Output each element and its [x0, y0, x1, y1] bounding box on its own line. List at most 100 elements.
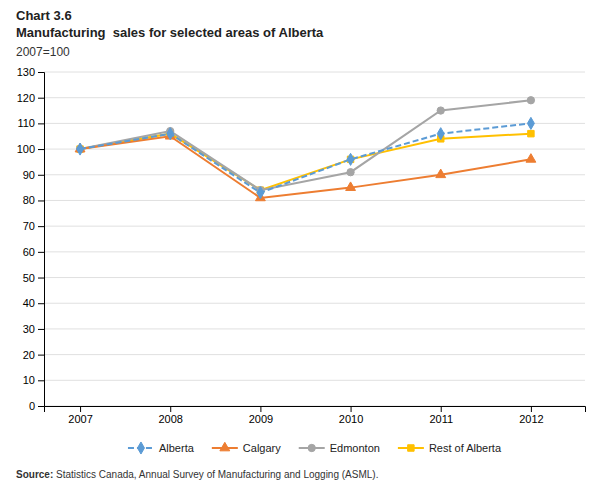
y-axis-line: [38, 73, 45, 407]
y-tick-label: 70: [23, 220, 35, 232]
x-tick-mark: [170, 406, 171, 412]
y-tick-label: 90: [23, 169, 35, 181]
y-tick-mark: [38, 329, 44, 330]
legend-marker: [220, 442, 230, 451]
series-marker: [436, 169, 446, 178]
y-tick-mark: [38, 175, 44, 176]
x-tick-label: 2011: [429, 413, 453, 425]
series-group: [75, 97, 536, 201]
series-marker: [527, 97, 534, 104]
x-tick-label: 2010: [339, 413, 363, 425]
y-tick-mark: [38, 380, 44, 381]
y-tick-mark: [38, 406, 44, 407]
y-tick-label: 20: [23, 349, 35, 361]
y-tick: 90: [23, 169, 44, 181]
x-tick: 2012: [519, 406, 543, 425]
x-tick: 2009: [249, 406, 273, 425]
y-tick: 70: [23, 220, 44, 232]
legend-label: Alberta: [159, 442, 195, 454]
series-line: [80, 136, 531, 198]
y-tick-mark: [38, 200, 44, 201]
legend-marker: [137, 442, 144, 454]
x-tick-mark: [441, 406, 442, 412]
x-tick: 2011: [429, 406, 453, 425]
series-line: [80, 123, 531, 192]
series: [75, 131, 536, 201]
grid-line: [44, 200, 585, 201]
grid-line: [44, 303, 585, 304]
y-tick-mark: [38, 252, 44, 253]
legend-item: Alberta: [128, 442, 195, 454]
grid-line: [44, 251, 585, 252]
series-marker: [257, 187, 264, 199]
grid-line: [44, 277, 585, 278]
y-tick-mark: [38, 123, 44, 124]
series-marker: [77, 143, 84, 155]
x-tick: 2008: [158, 406, 182, 425]
y-tick-label: 120: [17, 92, 35, 104]
grid-line: [44, 328, 585, 329]
grid-line: [44, 97, 585, 98]
chart-svg: Chart 3.6Manufacturing sales for selecte…: [0, 0, 605, 492]
y-tick: 80: [23, 194, 44, 206]
grid-line: [44, 149, 585, 150]
x-tick-mark: [351, 406, 352, 412]
series-marker: [167, 128, 174, 140]
plot-area: 2007 2008 2009 2010 2011 2012 0 10 20 30 40 50 60 70 8…: [17, 66, 586, 425]
legend-item: Rest of Alberta: [398, 442, 502, 454]
y-tick-mark: [38, 149, 44, 150]
series-marker: [437, 128, 444, 140]
y-tick-label: 110: [17, 117, 35, 129]
subtitle: 2007=100: [16, 45, 70, 59]
x-tick-mark: [80, 406, 81, 412]
y-tick: 50: [23, 272, 44, 284]
grid-line: [44, 174, 585, 175]
y-tick-label: 0: [29, 400, 35, 412]
grid-line: [44, 72, 585, 73]
y-tick-label: 50: [23, 272, 35, 284]
legend-item: Edmonton: [299, 442, 380, 454]
legend-label: Calgary: [243, 442, 281, 454]
y-tick-mark: [38, 72, 44, 73]
y-tick-label: 40: [23, 297, 35, 309]
legend-marker: [308, 444, 315, 451]
y-tick-mark: [38, 278, 44, 279]
y-tick: 100: [17, 143, 44, 155]
y-tick-mark: [38, 98, 44, 99]
grid-line: [44, 226, 585, 227]
x-tick: 2007: [68, 406, 92, 425]
y-tick-mark: [38, 303, 44, 304]
grid-line: [44, 123, 585, 124]
y-tick: 60: [23, 246, 44, 258]
series-marker: [347, 169, 354, 176]
series-marker: [437, 107, 444, 114]
y-tick: 120: [17, 92, 44, 104]
y-tick: 10: [23, 374, 44, 386]
y-tick: 20: [23, 349, 44, 361]
legend-label: Rest of Alberta: [429, 442, 502, 454]
annotation-part: Statistics Canada, Annual Survey of Manu…: [53, 469, 378, 480]
legend-item: Calgary: [212, 442, 281, 454]
x-tick-label: 2012: [519, 413, 543, 425]
x-tick-label: 2008: [158, 413, 182, 425]
y-tick-label: 60: [23, 246, 35, 258]
y-tick-label: 80: [23, 194, 35, 206]
title: Chart 3.6: [16, 8, 72, 23]
y-tick-mark: [38, 226, 44, 227]
x-tick-mark: [260, 406, 261, 412]
grid-line: [44, 354, 585, 355]
y-tick-label: 30: [23, 323, 35, 335]
series-marker: [526, 154, 536, 163]
x-tick: 2010: [339, 406, 363, 425]
series-marker: [528, 130, 534, 136]
y-tick: 40: [23, 297, 44, 309]
series-marker: [527, 117, 534, 129]
y-tick-label: 100: [17, 143, 35, 155]
x-tick-label: 2007: [68, 413, 92, 425]
y-tick-label: 10: [23, 374, 35, 386]
series-marker: [347, 153, 354, 165]
y-tick: 110: [17, 117, 44, 129]
legend: Alberta Calgary Edmonton Rest of Alberta: [128, 442, 502, 454]
legend-marker: [408, 445, 414, 451]
annotation: Source: Statistics Canada, Annual Survey…: [16, 469, 378, 480]
